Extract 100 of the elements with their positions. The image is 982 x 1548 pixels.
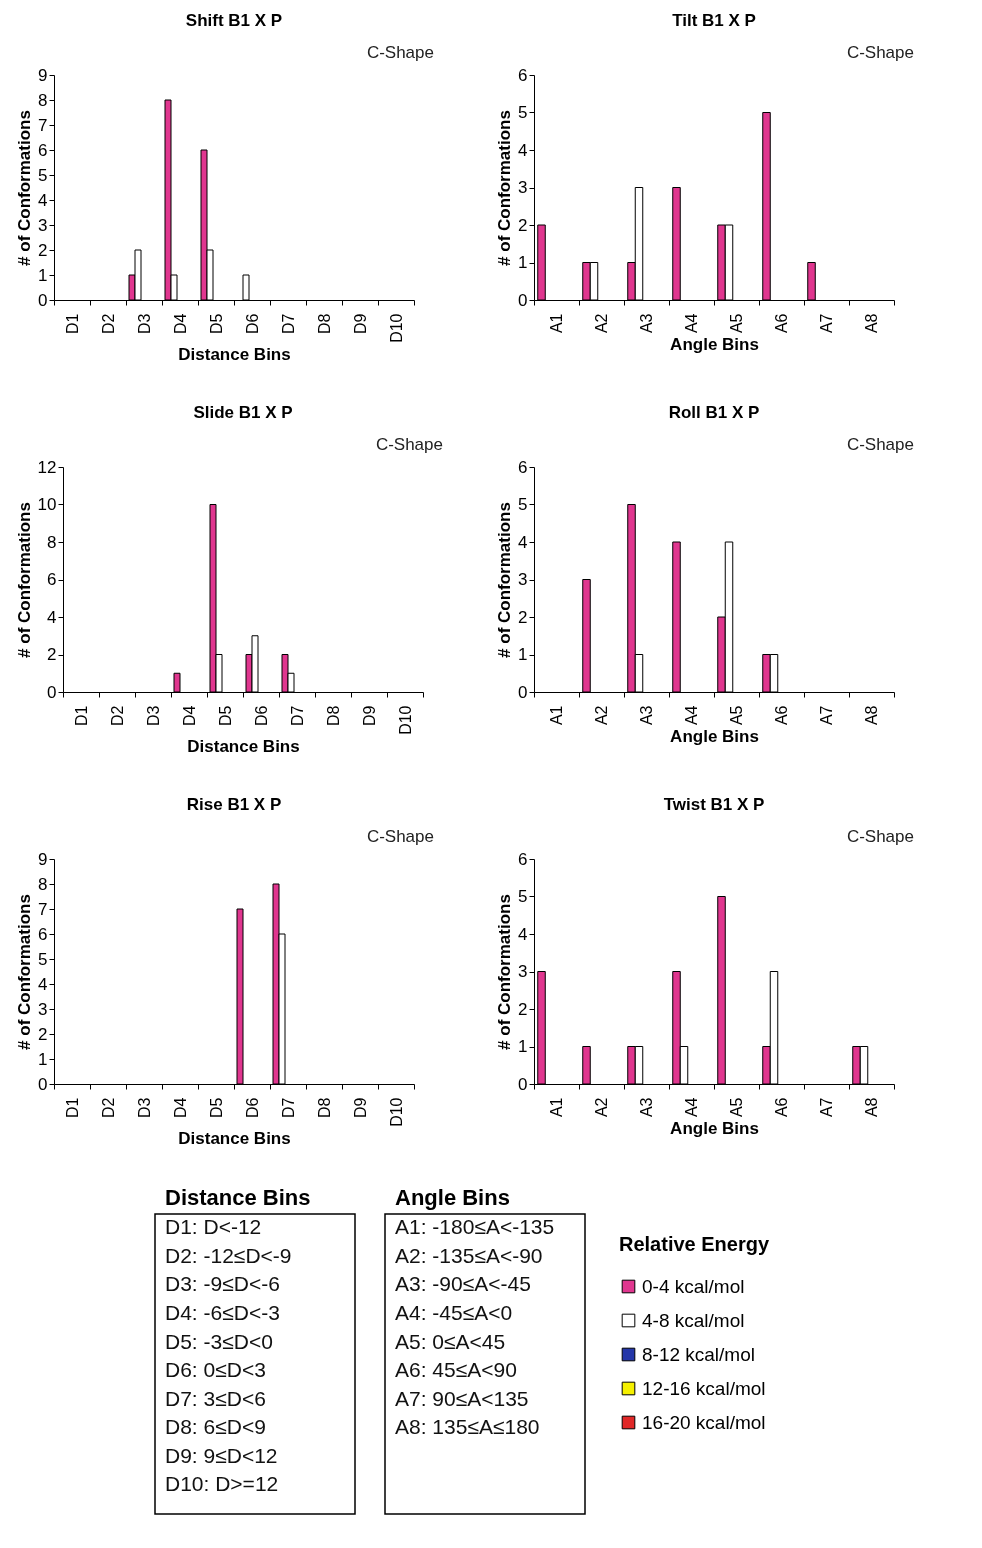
x-tick-label: D1 (63, 1097, 81, 1118)
y-tick-label: 1 (518, 1037, 528, 1056)
text: A4: -45≤A<0 (395, 1301, 513, 1324)
y-tick-label: 6 (518, 849, 528, 869)
legend-label: 8-12 kcal/mol (642, 1343, 755, 1365)
legend-label: 0-4 kcal/mol (642, 1275, 745, 1297)
y-tick-label: 10 (37, 495, 57, 514)
y-tick-label: 1 (38, 265, 48, 285)
y-tick-label: 0 (38, 1074, 48, 1094)
text: A6: 45≤A<90 (395, 1358, 517, 1382)
chart-subtitle: C-Shape (846, 43, 914, 62)
text: Angle Bins (395, 1185, 510, 1210)
x-tick-label: A5 (728, 1097, 745, 1118)
y-tick-label: 6 (518, 65, 528, 85)
x-tick-label: D1 (63, 313, 81, 334)
y-tick-label: 2 (47, 645, 57, 664)
y-tick-label: 6 (38, 924, 48, 944)
y-tick-label: 1 (38, 1049, 48, 1069)
x-tick-label: D6 (252, 705, 270, 726)
x-axis-title: Distance Bins (178, 344, 291, 364)
x-tick-label: D1 (72, 705, 90, 726)
y-tick-label: 2 (518, 215, 528, 235)
y-tick-label: 4 (38, 974, 48, 994)
text: D3: -9≤D<-6 (165, 1272, 280, 1296)
legend-title: Relative Energy (619, 1233, 770, 1255)
x-tick-label: A6 (773, 313, 790, 334)
x-tick-label: D3 (135, 1097, 153, 1118)
y-tick-label: 3 (518, 178, 528, 197)
x-tick-label: A8 (863, 313, 880, 334)
y-tick-label: 4 (518, 532, 528, 552)
text: A8: 135≤A≤180 (395, 1415, 540, 1439)
x-axis-title: Angle Bins (670, 335, 759, 355)
y-axis-title: # of Conformations (495, 894, 515, 1050)
y-tick-label: 4 (518, 924, 528, 944)
text: A2: -135≤A<-90 (395, 1243, 543, 1267)
text: Distance Bins (165, 1185, 311, 1210)
y-tick-label: 0 (518, 682, 528, 702)
text: D9: 9≤D<12 (165, 1443, 278, 1467)
y-tick-label: 8 (38, 874, 48, 894)
x-tick-label: A1 (548, 1097, 565, 1118)
legend-label: 16-20 kcal/mol (642, 1411, 766, 1433)
chart-subtitle: C-Shape (375, 435, 443, 454)
x-tick-label: A7 (818, 313, 835, 334)
x-axis-title: Angle Bins (670, 727, 759, 747)
x-tick-label: D8 (324, 705, 342, 726)
legend-label: 12-16 kcal/mol (642, 1377, 766, 1399)
x-tick-label: D9 (360, 705, 378, 726)
y-tick-label: 8 (38, 90, 48, 110)
y-tick-label: 5 (38, 949, 48, 969)
chart-subtitle: C-Shape (846, 827, 914, 846)
x-tick-label: D2 (108, 705, 126, 726)
x-tick-label: A6 (773, 705, 790, 726)
x-tick-label: A3 (638, 1097, 655, 1118)
x-tick-label: A2 (593, 313, 610, 334)
x-tick-label: D7 (279, 1097, 297, 1118)
x-tick-label: D2 (99, 313, 117, 334)
y-axis-title: # of Conformations (15, 894, 35, 1050)
y-axis-title: # of Conformations (14, 502, 34, 658)
x-tick-label: A8 (863, 1097, 880, 1118)
x-tick-label: A6 (773, 1097, 790, 1118)
x-tick-label: D8 (315, 313, 333, 334)
y-tick-label: 4 (47, 607, 57, 627)
x-tick-label: A8 (863, 705, 880, 726)
y-tick-label: 6 (518, 457, 528, 477)
y-tick-label: 9 (38, 65, 48, 85)
x-tick-label: A4 (683, 313, 700, 334)
text: A3: -90≤A<-45 (395, 1272, 531, 1296)
x-tick-label: A3 (638, 705, 655, 726)
chart-title: Rise B1 X P (186, 795, 282, 814)
y-tick-label: 6 (47, 570, 57, 589)
chart-subtitle: C-Shape (366, 43, 434, 62)
text: D8: 6≤D<9 (165, 1415, 266, 1439)
text: A1: -180≤A<-135 (395, 1215, 555, 1239)
y-tick-label: 4 (518, 140, 528, 160)
y-axis-title: # of Conformations (495, 110, 515, 266)
text: A5: 0≤A<45 (395, 1329, 506, 1353)
x-tick-label: D3 (144, 705, 162, 726)
y-tick-label: 2 (38, 1024, 48, 1044)
x-tick-label: A5 (728, 313, 745, 334)
x-tick-label: D4 (171, 1097, 189, 1118)
y-tick-label: 4 (38, 190, 48, 210)
x-tick-label: D2 (99, 1097, 117, 1118)
x-tick-label: A7 (818, 1097, 835, 1118)
text: D4: -6≤D<-3 (165, 1301, 280, 1324)
text: D7: 3≤D<6 (165, 1386, 266, 1410)
y-tick-label: 2 (518, 999, 528, 1019)
text: D5: -3≤D<0 (165, 1329, 273, 1353)
x-tick-label: D10 (387, 313, 405, 343)
chart-title: Twist B1 X P (663, 795, 765, 814)
x-tick-label: A3 (638, 313, 655, 334)
y-tick-label: 1 (518, 253, 528, 272)
x-tick-label: A1 (548, 313, 565, 334)
x-tick-label: D4 (180, 705, 198, 726)
y-tick-label: 3 (38, 999, 48, 1019)
x-tick-label: A2 (593, 1097, 610, 1118)
x-tick-label: D9 (351, 1097, 369, 1118)
y-tick-label: 0 (47, 682, 57, 702)
y-tick-label: 12 (37, 457, 57, 477)
text: D1: D<-12 (165, 1215, 262, 1239)
x-tick-label: D7 (288, 705, 306, 726)
